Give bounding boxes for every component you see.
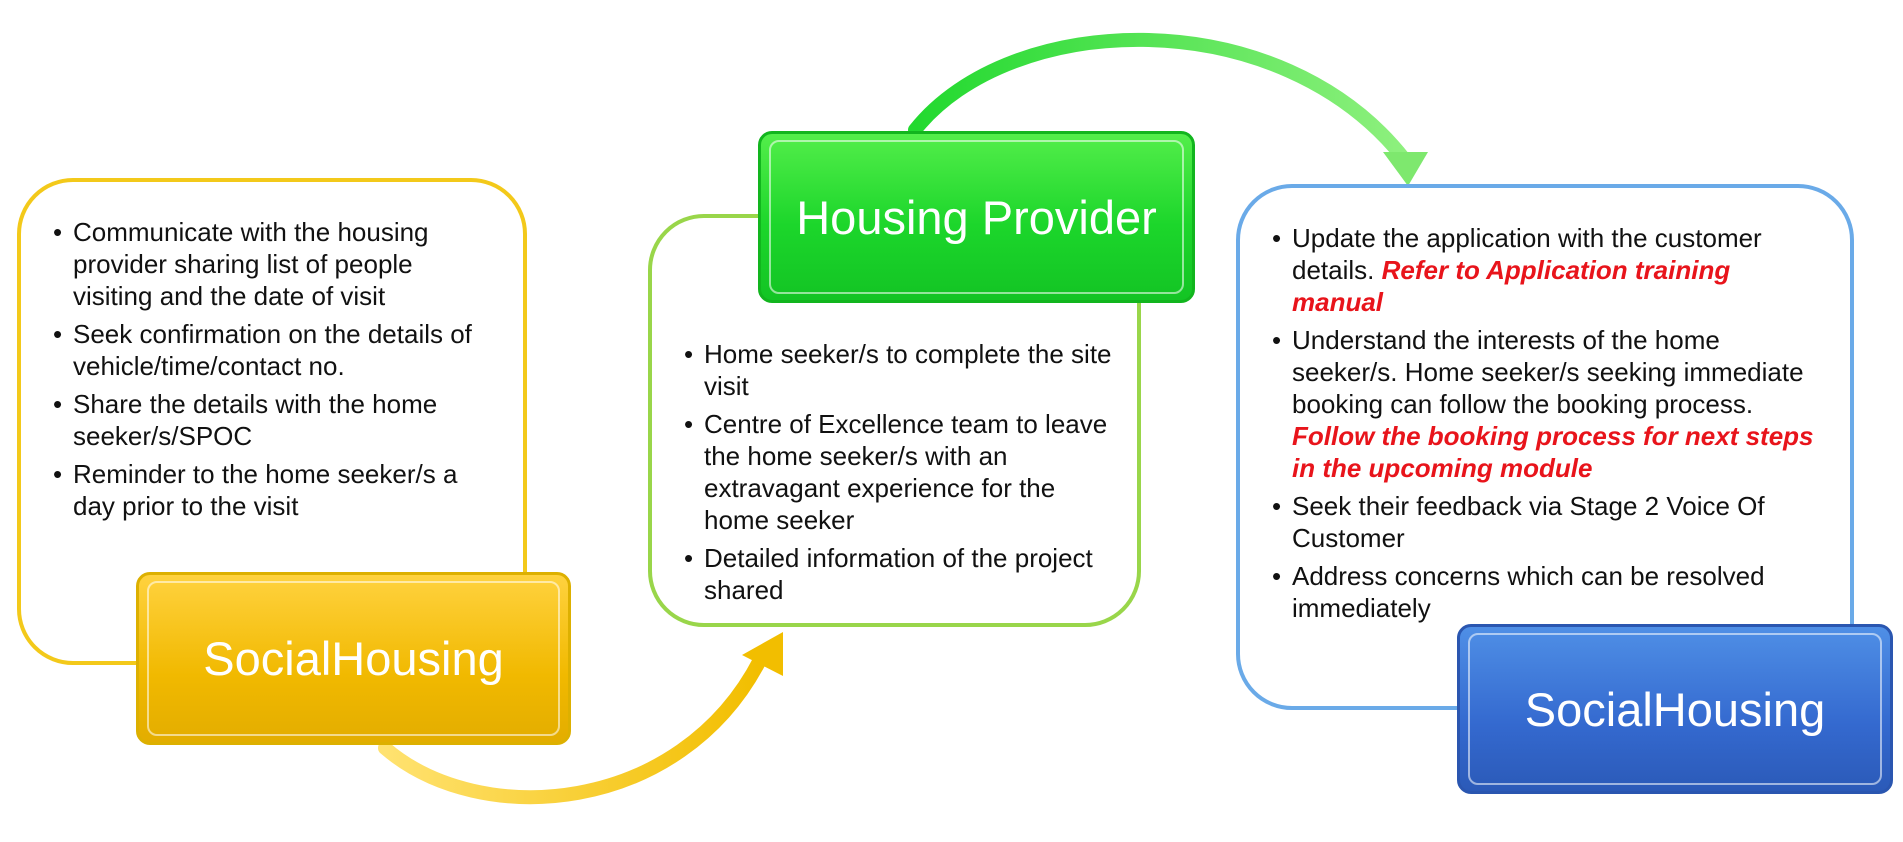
bullet-highlight: Refer to Application training manual bbox=[1292, 255, 1731, 317]
stage-3-bullet: Address concerns which can be resolved i… bbox=[1272, 560, 1822, 624]
bullet-highlight: Follow the booking process for next step… bbox=[1292, 421, 1814, 483]
stage-2-bullet: Centre of Excellence team to leave the h… bbox=[684, 408, 1113, 536]
bullet-text: Seek their feedback via Stage 2 Voice Of… bbox=[1292, 491, 1765, 553]
stage-1-card: Communicate with the housing provider sh… bbox=[17, 178, 527, 665]
stage-1-bullet: Communicate with the housing provider sh… bbox=[53, 216, 487, 312]
stage-3-card: Update the application with the customer… bbox=[1236, 184, 1854, 710]
arrow-yellow bbox=[378, 653, 767, 805]
stage-3-bullet: Update the application with the customer… bbox=[1272, 222, 1822, 318]
arrow-green-head bbox=[1383, 152, 1428, 186]
bullet-text: Update the application with the customer… bbox=[1292, 223, 1762, 285]
arrow-green bbox=[908, 33, 1412, 167]
stage-1-bullet: Reminder to the home seeker/s a day prio… bbox=[53, 458, 487, 522]
stage-2-label: Housing Provider bbox=[758, 131, 1195, 303]
stage-1-bullets: Communicate with the housing provider sh… bbox=[53, 216, 487, 522]
stage-2-bullet: Detailed information of the project shar… bbox=[684, 542, 1113, 606]
bullet-text: Address concerns which can be resolved i… bbox=[1292, 561, 1765, 623]
arrow-yellow-head bbox=[742, 632, 783, 676]
stage-3-bullet: Seek their feedback via Stage 2 Voice Of… bbox=[1272, 490, 1822, 554]
stage-2-bullets: Home seeker/s to complete the site visit… bbox=[684, 338, 1113, 606]
stage-2-bullet: Home seeker/s to complete the site visit bbox=[684, 338, 1113, 402]
stage-1-bullet: Share the details with the home seeker/s… bbox=[53, 388, 487, 452]
stage-3-label: SocialHousing bbox=[1457, 624, 1893, 794]
stage-3-bullets: Update the application with the customer… bbox=[1272, 222, 1822, 624]
stage-1-label: SocialHousing bbox=[136, 572, 571, 745]
bullet-text: Understand the interests of the home see… bbox=[1292, 325, 1804, 419]
stage-3-bullet: Understand the interests of the home see… bbox=[1272, 324, 1822, 484]
stage-1-bullet: Seek confirmation on the details of vehi… bbox=[53, 318, 487, 382]
